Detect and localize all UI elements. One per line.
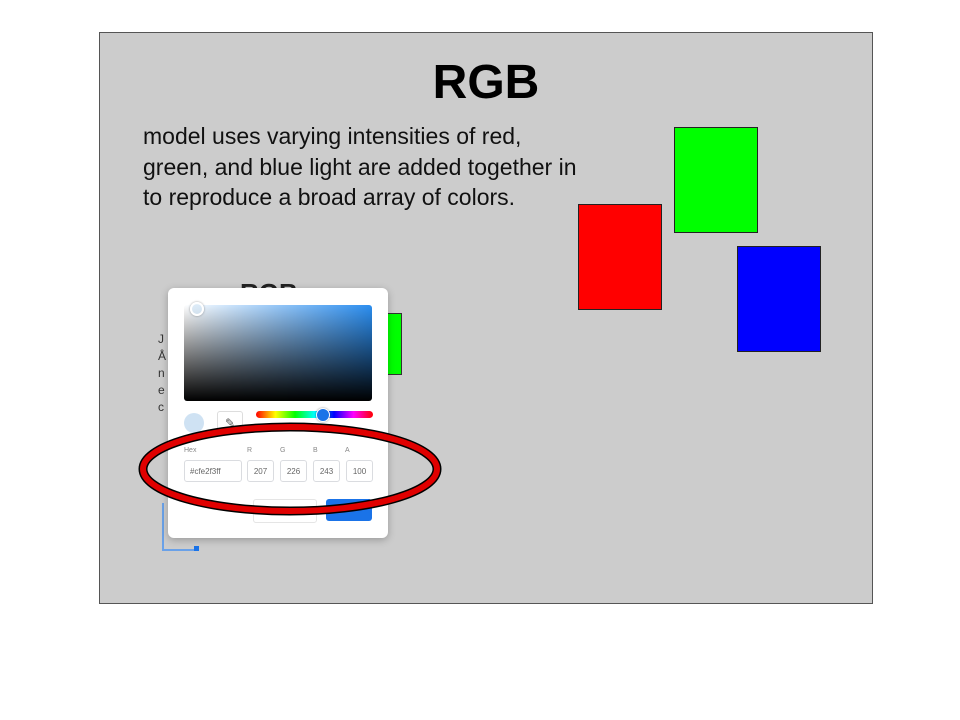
g-label: G — [280, 447, 286, 454]
selection-handle[interactable] — [194, 546, 199, 551]
b-input[interactable]: 243 — [313, 460, 340, 482]
r-input[interactable]: 207 — [247, 460, 274, 482]
color-cursor[interactable] — [190, 302, 204, 316]
hex-input[interactable]: #cfe2f3ff — [184, 460, 242, 482]
g-input[interactable]: 226 — [280, 460, 307, 482]
thumbnail-text-fragment: J Å n e c — [158, 332, 167, 414]
selection-outline — [162, 503, 198, 551]
eyedropper-icon[interactable]: ✎ — [217, 411, 243, 435]
thumbnail-green-shape — [386, 313, 402, 375]
red-rectangle[interactable] — [578, 204, 662, 310]
saturation-value-area[interactable] — [184, 305, 372, 401]
r-label: R — [247, 447, 253, 454]
color-picker-popup: ✎ Hex R G B A #cfe2f3ff 207 226 243 100 — [168, 288, 388, 538]
a-input[interactable]: 100 — [346, 460, 373, 482]
ok-button[interactable] — [326, 499, 372, 521]
hex-label: Hex — [184, 447, 197, 454]
slide-title[interactable]: RGB — [432, 56, 540, 109]
green-rectangle[interactable] — [674, 127, 758, 233]
a-label: A — [345, 447, 350, 454]
color-preview — [184, 413, 204, 433]
hue-slider-thumb[interactable] — [316, 408, 330, 422]
slide-body-text[interactable]: model uses varying intensities of red, g… — [143, 123, 577, 210]
b-label: B — [313, 447, 318, 454]
cancel-button[interactable] — [253, 499, 317, 523]
hue-slider[interactable] — [256, 411, 373, 418]
blue-rectangle[interactable] — [737, 246, 821, 352]
